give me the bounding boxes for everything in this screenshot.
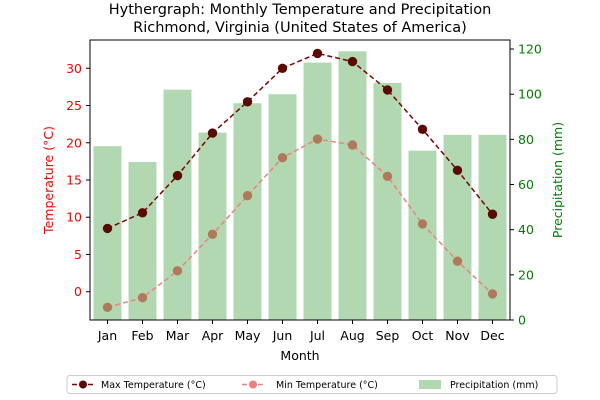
max-temperature-line — [107, 52, 494, 230]
x-tick-label: Aug — [340, 328, 364, 343]
y-right-tick-label: 100 — [518, 87, 542, 102]
max-temperature-point — [417, 124, 428, 135]
precipitation-bar — [303, 62, 332, 320]
chart-title: Hythergraph: Monthly Temperature and Pre… — [109, 2, 492, 18]
x-axis-label: Month — [280, 348, 319, 363]
min-temperature-point — [487, 289, 498, 299]
legend-max-label: Max Temperature (°C) — [101, 380, 206, 391]
max-temperature-point — [347, 56, 358, 67]
precipitation-bar — [198, 132, 227, 320]
min-temperature-point — [137, 292, 148, 303]
x-tick-label: Dec — [480, 328, 504, 343]
min-temperature-point — [242, 190, 253, 201]
y-left-tick-label: 5 — [74, 247, 82, 262]
min-temperature-point — [347, 140, 358, 150]
temperature-lines — [102, 48, 498, 313]
y-left-tick-label: 0 — [74, 284, 82, 299]
x-tick-label: Mar — [166, 328, 190, 343]
max-temperature-point — [382, 85, 393, 95]
precipitation-bar — [373, 82, 402, 320]
legend-precip-swatch — [419, 380, 441, 389]
precipitation-bar — [338, 51, 367, 321]
x-tick-label: Jul — [309, 328, 325, 343]
chart-subtitle: Richmond, Virginia (United States of Ame… — [133, 20, 467, 36]
min-temperature-point — [382, 171, 393, 181]
x-tick-label: Apr — [202, 328, 224, 343]
min-temperature-line — [107, 138, 494, 309]
precipitation-bar — [478, 134, 507, 320]
precipitation-bars — [93, 51, 507, 321]
max-temperature-point — [172, 170, 183, 181]
y-left-tick-label: 10 — [66, 210, 82, 225]
y-right-tick-label: 20 — [518, 267, 534, 282]
legend-precip-label: Precipitation (mm) — [450, 380, 538, 391]
max-temperature-point — [207, 128, 218, 138]
max-temperature-point — [452, 165, 463, 176]
min-temperature-point — [452, 256, 463, 266]
max-temperature-point — [312, 48, 323, 59]
legend-min-marker — [249, 380, 257, 389]
y-right-tick-label: 80 — [518, 132, 534, 147]
legend-max-marker — [79, 380, 87, 389]
x-tick-label: Feb — [131, 328, 153, 343]
max-temperature-point — [102, 223, 113, 234]
min-temperature-point — [417, 219, 428, 229]
precipitation-bar — [408, 150, 437, 320]
min-temperature-point — [277, 152, 288, 163]
min-temperature-point — [172, 266, 183, 276]
precipitation-bar — [163, 89, 192, 320]
max-temperature-point — [137, 208, 148, 218]
y-right-tick-label: 0 — [518, 313, 526, 328]
axes: 0 5 10 15 20 25 30 0 20 40 60 80 100 120 Jan Feb Mar Apr M… — [66, 39, 542, 343]
x-tick-label: Nov — [445, 328, 470, 343]
x-tick-label: Jun — [272, 328, 293, 343]
max-temperature-point — [277, 63, 288, 73]
legend-min-label: Min Temperature (°C) — [276, 380, 378, 391]
precipitation-bar — [268, 94, 297, 321]
legend: Max Temperature (°C) Min Temperature (°C)… — [66, 375, 558, 394]
max-temperature-point — [487, 209, 498, 219]
y-right-tick-label: 60 — [518, 177, 534, 192]
min-temperature-point — [102, 302, 113, 313]
precipitation-bar — [233, 103, 262, 321]
x-tick-label: Oct — [412, 328, 434, 343]
precipitation-bar — [443, 134, 472, 320]
y-axis-label-left: Temperature (°C) — [41, 126, 56, 235]
max-temperature-point — [242, 97, 253, 107]
y-right-tick-label: 120 — [518, 42, 542, 57]
y-left-tick-label: 30 — [66, 61, 82, 76]
y-left-tick-label: 15 — [66, 173, 82, 188]
y-axis-label-right: Precipitation (mm) — [550, 122, 565, 238]
x-tick-label: May — [235, 328, 261, 343]
y-right-tick-label: 40 — [518, 222, 534, 237]
x-tick-label: Sep — [376, 328, 400, 343]
min-temperature-point — [312, 134, 323, 144]
y-left-tick-label: 25 — [66, 98, 82, 113]
y-left-tick-label: 20 — [66, 135, 82, 150]
x-tick-label: Jan — [97, 328, 117, 343]
min-temperature-point — [207, 229, 218, 240]
